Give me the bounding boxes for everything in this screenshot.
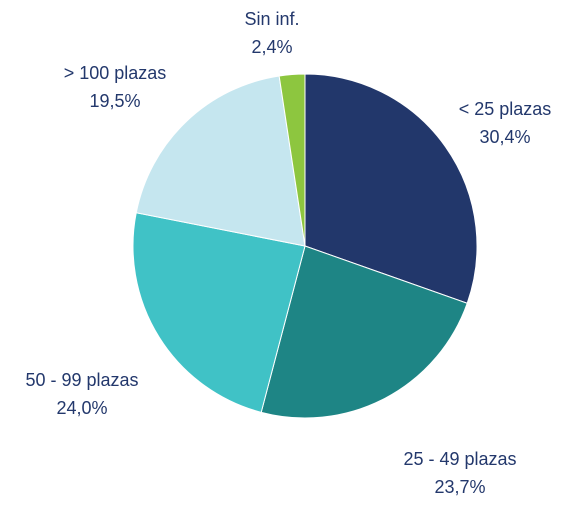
pie-slice [132, 212, 306, 413]
slice-label: 25 - 49 plazas [403, 449, 516, 469]
slice-label: Sin inf. [244, 9, 299, 29]
slice-value: 23,7% [434, 477, 485, 497]
pie-slice [278, 73, 306, 247]
slice-value: 24,0% [56, 398, 107, 418]
slice-label: > 100 plazas [64, 63, 167, 83]
pie-slice [260, 245, 468, 419]
slice-value: 2,4% [251, 37, 292, 57]
pie-slice [135, 75, 306, 247]
slice-value: 30,4% [479, 127, 530, 147]
slice-value: 19,5% [89, 91, 140, 111]
slice-label: < 25 plazas [459, 99, 552, 119]
slice-label: 50 - 99 plazas [25, 370, 138, 390]
pie-slice [304, 73, 478, 304]
